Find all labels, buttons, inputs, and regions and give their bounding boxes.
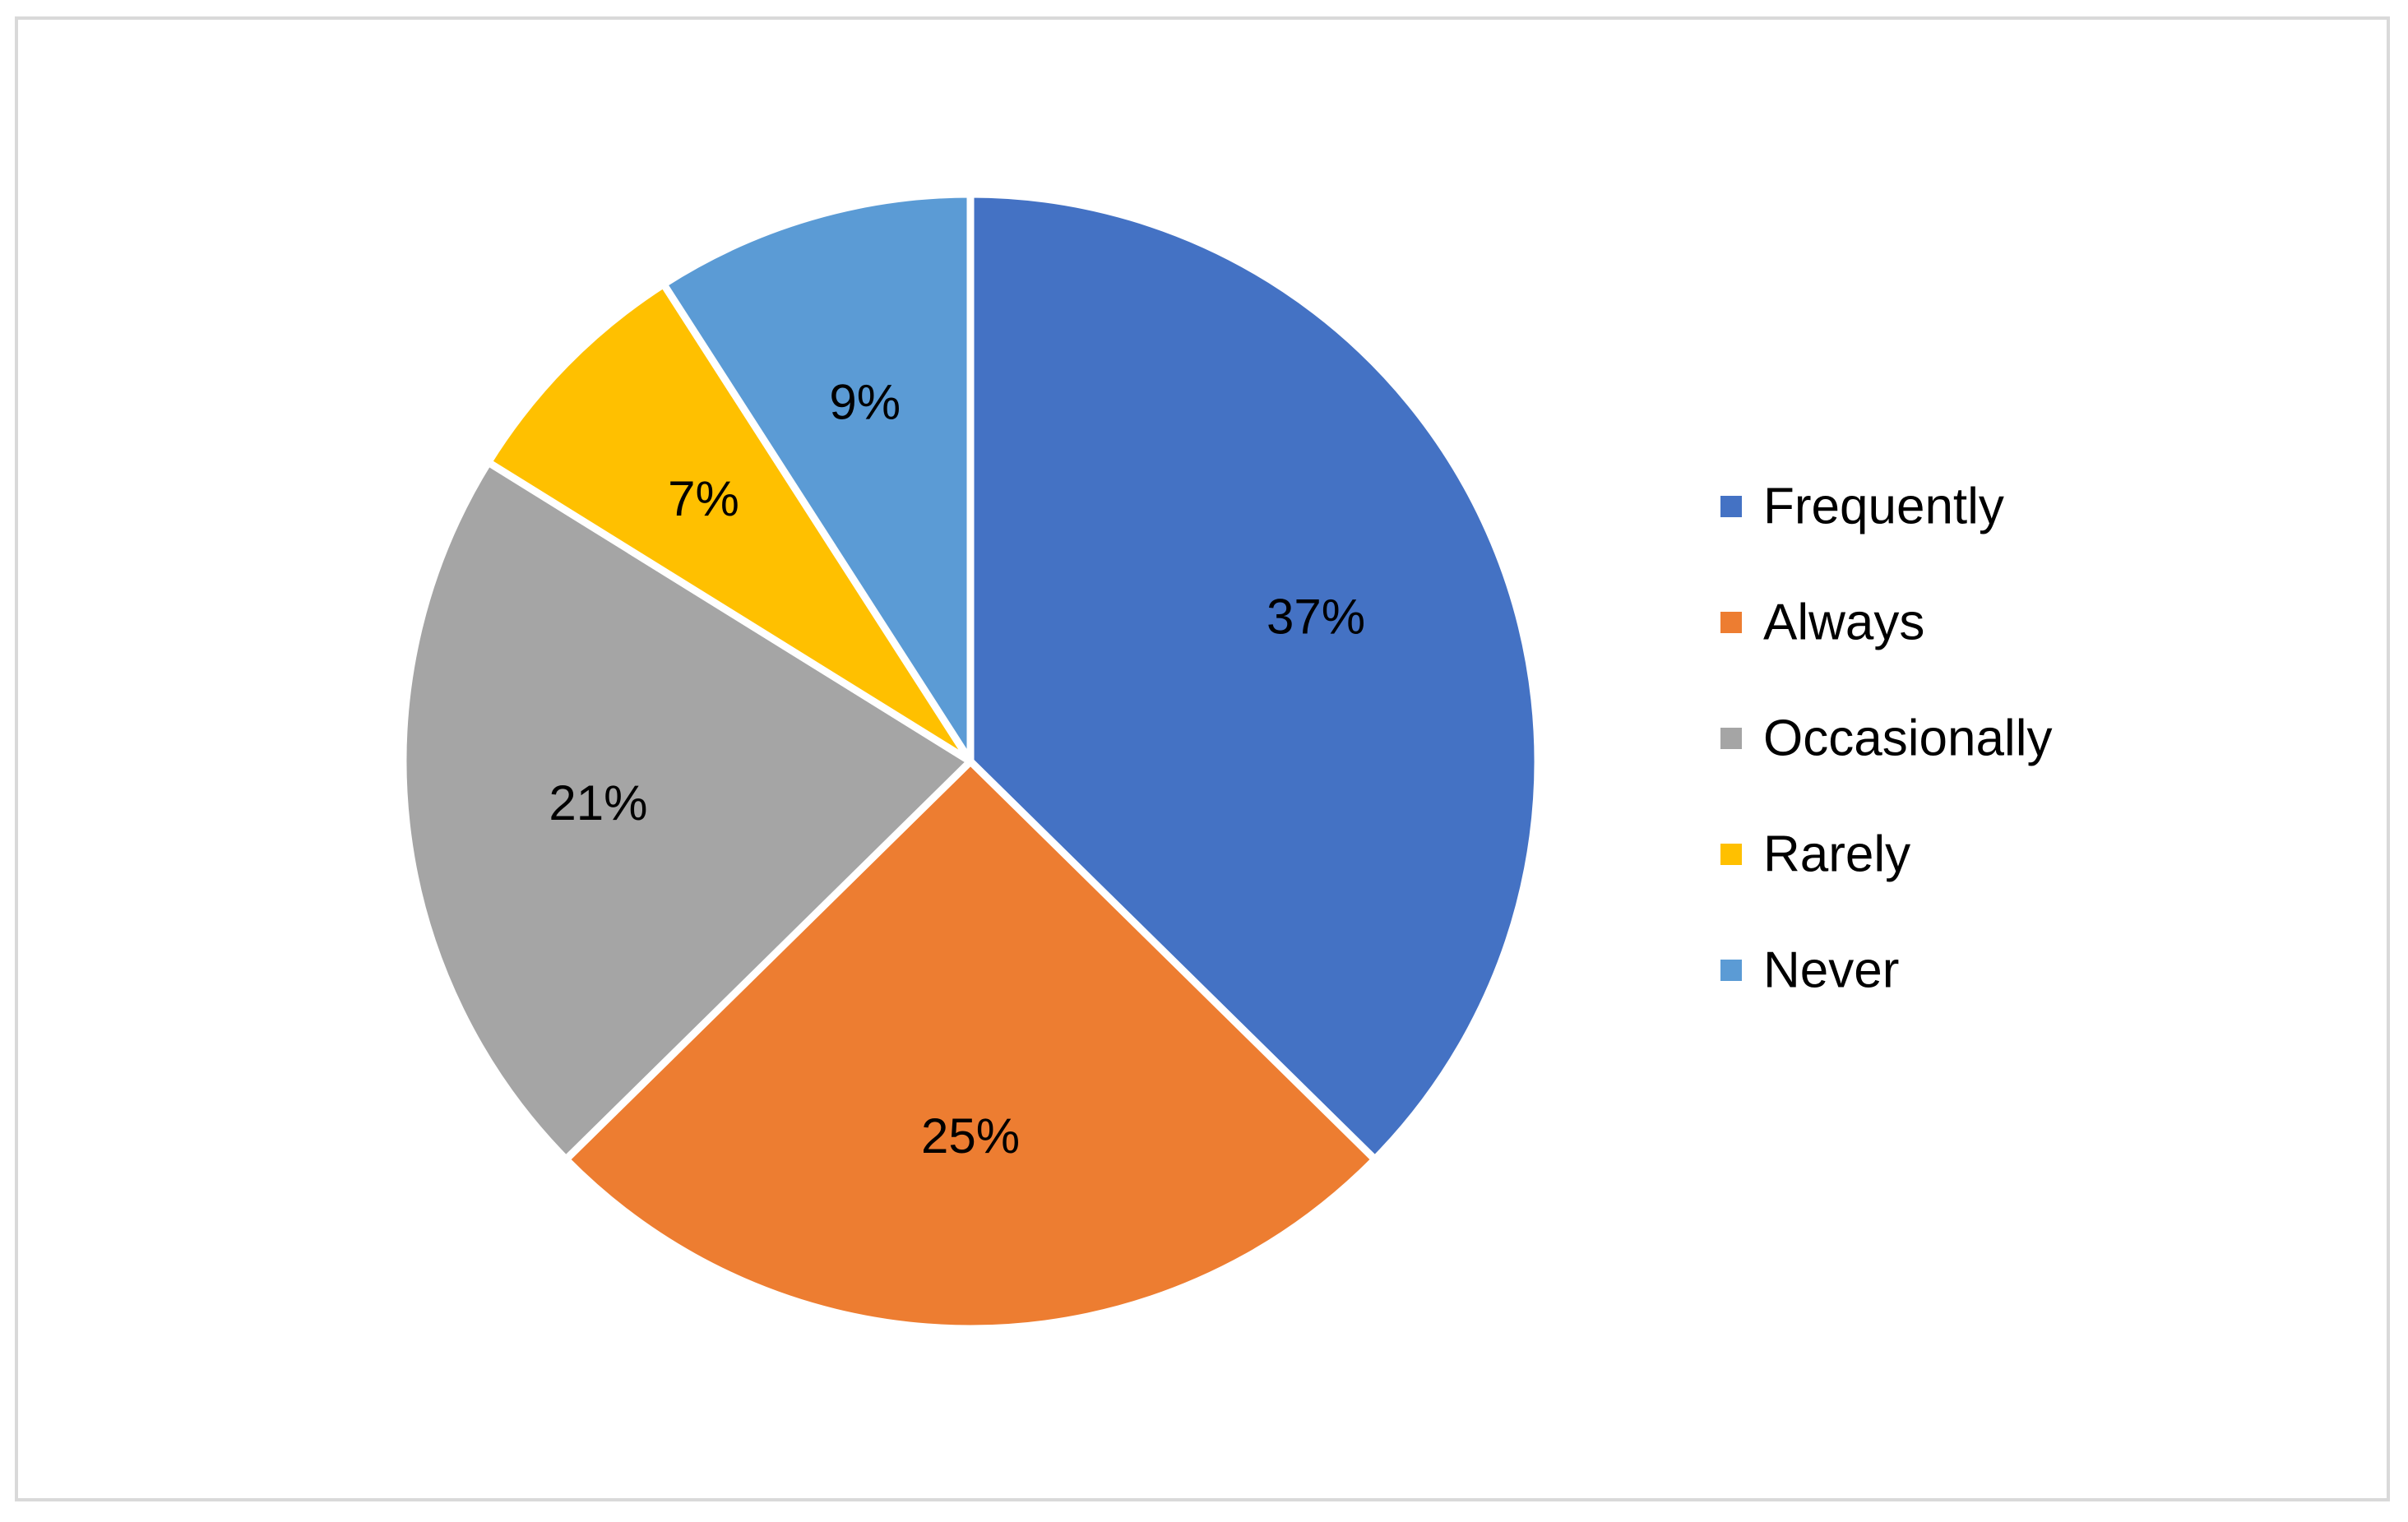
legend-label-occasionally: Occasionally xyxy=(1763,710,2052,767)
data-label-frequently: 37% xyxy=(1267,590,1365,645)
legend-label-always: Always xyxy=(1763,594,1924,651)
pie-slices xyxy=(399,190,1542,1333)
legend-label-never: Never xyxy=(1763,942,1899,999)
data-label-occasionally: 21% xyxy=(549,775,647,830)
legend-label-frequently: Frequently xyxy=(1763,479,2004,535)
legend: Frequently Always Occasionally Rarely Never xyxy=(1720,479,2052,999)
pie-slice-rarely xyxy=(484,280,975,766)
legend-entry-never: Never xyxy=(1720,942,1899,999)
data-label-never: 9% xyxy=(829,375,901,430)
legend-label-rarely: Rarely xyxy=(1763,826,1910,883)
legend-swatch-never xyxy=(1720,960,1742,981)
pie-slice-occasionally xyxy=(399,458,975,1163)
legend-swatch-frequently xyxy=(1720,496,1742,517)
pie-data-labels: 37% 25% 21% 7% 9% xyxy=(549,375,1365,1163)
legend-entry-rarely: Rarely xyxy=(1720,826,1910,883)
pie-slice-frequently xyxy=(966,190,1542,1163)
data-label-rarely: 7% xyxy=(668,471,739,526)
legend-swatch-always xyxy=(1720,612,1742,633)
legend-entry-occasionally: Occasionally xyxy=(1720,710,2052,767)
legend-swatch-occasionally xyxy=(1720,728,1742,749)
data-label-always: 25% xyxy=(921,1108,1020,1163)
pie-slice-never xyxy=(660,190,975,766)
legend-entry-always: Always xyxy=(1720,594,1924,651)
legend-entry-frequently: Frequently xyxy=(1720,479,2004,535)
pie-slice-always xyxy=(562,757,1379,1333)
legend-swatch-rarely xyxy=(1720,844,1742,865)
